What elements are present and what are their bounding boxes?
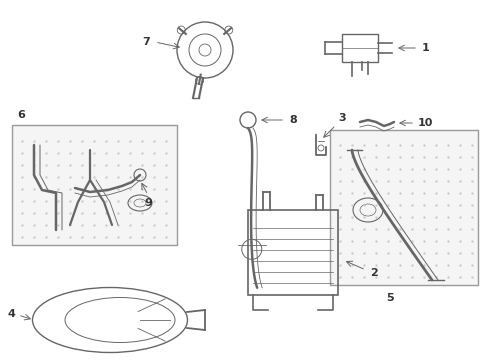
Text: 6: 6 xyxy=(17,110,25,120)
Text: 9: 9 xyxy=(144,198,152,208)
Text: 2: 2 xyxy=(370,268,378,278)
Text: 3: 3 xyxy=(338,113,345,123)
Bar xyxy=(330,130,478,285)
Text: 8: 8 xyxy=(289,115,297,125)
Text: 4: 4 xyxy=(7,309,15,319)
Text: 1: 1 xyxy=(422,43,430,53)
Text: 10: 10 xyxy=(418,118,433,128)
Bar xyxy=(342,34,378,62)
Text: 5: 5 xyxy=(386,293,394,303)
Bar xyxy=(12,125,177,245)
Bar xyxy=(248,210,338,295)
Text: 7: 7 xyxy=(142,37,150,47)
